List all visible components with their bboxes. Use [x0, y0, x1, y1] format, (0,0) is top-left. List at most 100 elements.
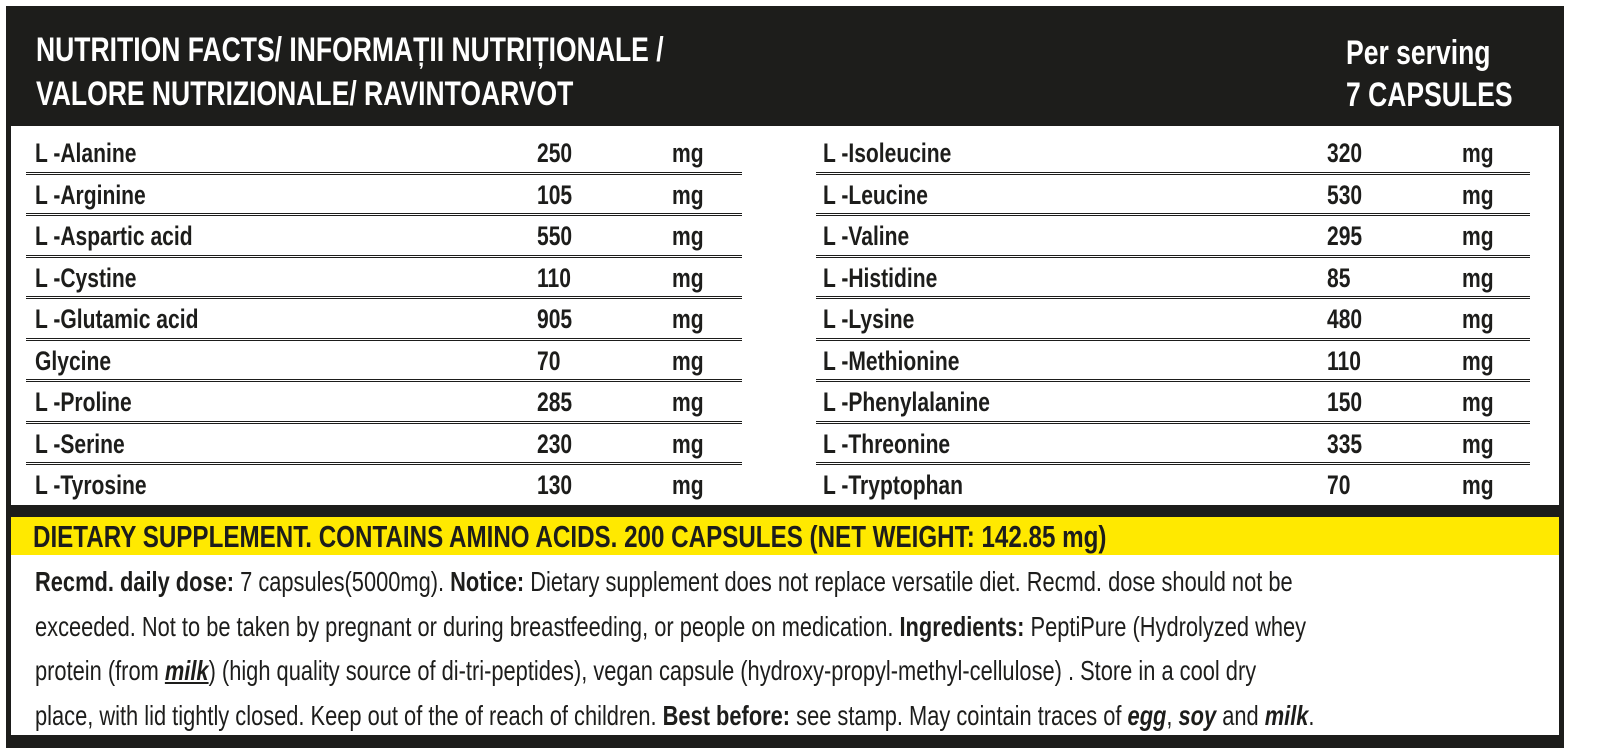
body-text: protein (from [35, 655, 165, 686]
paragraph-line: exceeded. Not to be taken by pregnant or… [35, 605, 1556, 650]
row-divider [816, 379, 1530, 382]
table-row: L -Arginine 105 mg [26, 175, 742, 216]
bottom-border [6, 740, 1564, 748]
cell-unit: mg [1462, 428, 1494, 459]
cell-value: 905 [537, 304, 573, 334]
table-row: L -Histidine 85 mg [816, 258, 1530, 299]
cell-unit: mg [672, 138, 704, 168]
paragraph-line: place, with lid tightly closed. Keep out… [35, 694, 1556, 739]
cell-unit: mg [672, 345, 704, 376]
table-row: Glycine 70 mg [26, 341, 742, 382]
row-divider [26, 296, 742, 299]
body-text: PeptiPure (Hydrolyzed whey [1024, 610, 1307, 642]
row-divider [26, 379, 742, 382]
cell-unit: mg [1462, 345, 1494, 376]
body-text: place, with lid tightly closed. Keep out… [35, 699, 663, 731]
table-row: L -Glutamic acid 905 mg [26, 299, 742, 341]
row-divider [26, 213, 742, 216]
cell-value: 550 [537, 221, 573, 251]
cell-value: 480 [1327, 304, 1363, 334]
cell-name: L -Proline [35, 387, 132, 417]
cell-unit: mg [1462, 470, 1494, 500]
cell-name: L -Valine [823, 221, 910, 251]
cell-name: L -Threonine [823, 428, 951, 459]
cell-name: L -Alanine [35, 138, 137, 168]
table-row: L -Isoleucine 320 mg [816, 133, 1530, 175]
serving-line-1: Per serving [1346, 34, 1491, 72]
cell-value: 110 [1327, 345, 1361, 376]
cell-name: L -Histidine [823, 262, 938, 293]
cell-value: 320 [1327, 138, 1363, 168]
cell-unit: mg [672, 262, 704, 293]
table-row: L -Tyrosine 130 mg [26, 465, 742, 507]
cell-name: L -Tyrosine [35, 470, 147, 500]
banner-text: DIETARY SUPPLEMENT. CONTAINS AMINO ACIDS… [33, 519, 1107, 554]
row-divider [816, 337, 1530, 341]
cell-value: 335 [1327, 428, 1363, 459]
cell-name: L -Cystine [35, 262, 137, 293]
paragraph-line: protein (from milk) (high quality source… [35, 649, 1556, 694]
cell-name: L -Aspartic acid [35, 221, 193, 251]
emphasis-text: Recmd. daily dose: [35, 566, 235, 597]
emphasis-text: milk [1264, 699, 1309, 731]
body-text: 7 capsules(5000mg). [234, 566, 451, 597]
table-row: L -Threonine 335 mg [816, 424, 1530, 465]
row-divider [26, 254, 742, 258]
body-text: and [1216, 699, 1265, 731]
body-text: . [1308, 699, 1315, 731]
emphasis-text: Best before: [662, 699, 791, 731]
cell-name: L -Phenylalanine [823, 387, 990, 417]
table-row: L -Tryptophan 70 mg [816, 465, 1530, 507]
title-line-1: NUTRITION FACTS/ INFORMAȚII NUTRIȚIONALE… [36, 31, 664, 69]
row-divider [816, 213, 1530, 216]
cell-unit: mg [1462, 304, 1494, 334]
table-row: L -Alanine 250 mg [26, 133, 742, 175]
cell-value: 530 [1327, 179, 1363, 210]
cell-unit: mg [1462, 221, 1494, 251]
label-frame [6, 6, 1564, 740]
emphasis-text: egg [1127, 699, 1167, 731]
emphasis-text: Ingredients: [899, 610, 1025, 642]
cell-unit: mg [1462, 262, 1494, 293]
cell-unit: mg [672, 221, 704, 251]
emphasis-text: Notice: [450, 566, 525, 597]
row-divider [816, 462, 1530, 465]
cell-name: L -Lysine [823, 304, 915, 334]
table-row: L -Methionine 110 mg [816, 341, 1530, 382]
row-divider [26, 462, 742, 465]
emphasis-text: milk [164, 655, 209, 686]
row-divider [26, 171, 742, 175]
cell-name: Glycine [35, 345, 112, 376]
cell-value: 230 [537, 428, 573, 459]
amino-table-left: L -Alanine 250 mg L -Arginine 105 mg L -Aspart… [26, 133, 742, 507]
cell-name: L -Serine [35, 428, 125, 459]
cell-value: 285 [537, 387, 573, 417]
supplement-banner: DIETARY SUPPLEMENT. CONTAINS AMINO ACIDS… [11, 517, 1559, 555]
row-divider [816, 171, 1530, 175]
cell-name: L -Methionine [823, 345, 960, 376]
cell-unit: mg [672, 179, 704, 210]
cell-unit: mg [1462, 387, 1494, 417]
cell-unit: mg [1462, 138, 1494, 168]
cell-name: L -Arginine [35, 179, 146, 210]
table-row: L -Serine 230 mg [26, 424, 742, 465]
table-row: L -Cystine 110 mg [26, 258, 742, 299]
amino-table-right: L -Isoleucine 320 mg L -Leucine 530 mg L -Vali… [816, 133, 1530, 507]
serving-line-2: 7 CAPSULES [1346, 76, 1513, 114]
row-divider [816, 254, 1530, 258]
label-title: NUTRITION FACTS/ INFORMAȚII NUTRIȚIONALE… [36, 28, 841, 116]
body-text: see stamp. May cointain traces of [790, 699, 1128, 731]
cell-name: L -Glutamic acid [35, 304, 199, 334]
body-text: exceeded. Not to be taken by pregnant or… [35, 610, 900, 642]
title-line-2: VALORE NUTRIZIONALE/ RAVINTOARVOT [36, 75, 574, 113]
cell-value: 70 [1327, 470, 1351, 500]
cell-name: L -Leucine [823, 179, 928, 210]
table-row: L -Valine 295 mg [816, 216, 1530, 258]
cell-value: 110 [537, 262, 571, 293]
instructions-paragraph: Recmd. daily dose: 7 capsules(5000mg). N… [35, 560, 1556, 738]
cell-name: L -Tryptophan [823, 470, 964, 500]
cell-unit: mg [1462, 179, 1494, 210]
table-row: L -Proline 285 mg [26, 382, 742, 424]
cell-value: 85 [1327, 262, 1351, 293]
table-row: L -Aspartic acid 550 mg [26, 216, 742, 258]
